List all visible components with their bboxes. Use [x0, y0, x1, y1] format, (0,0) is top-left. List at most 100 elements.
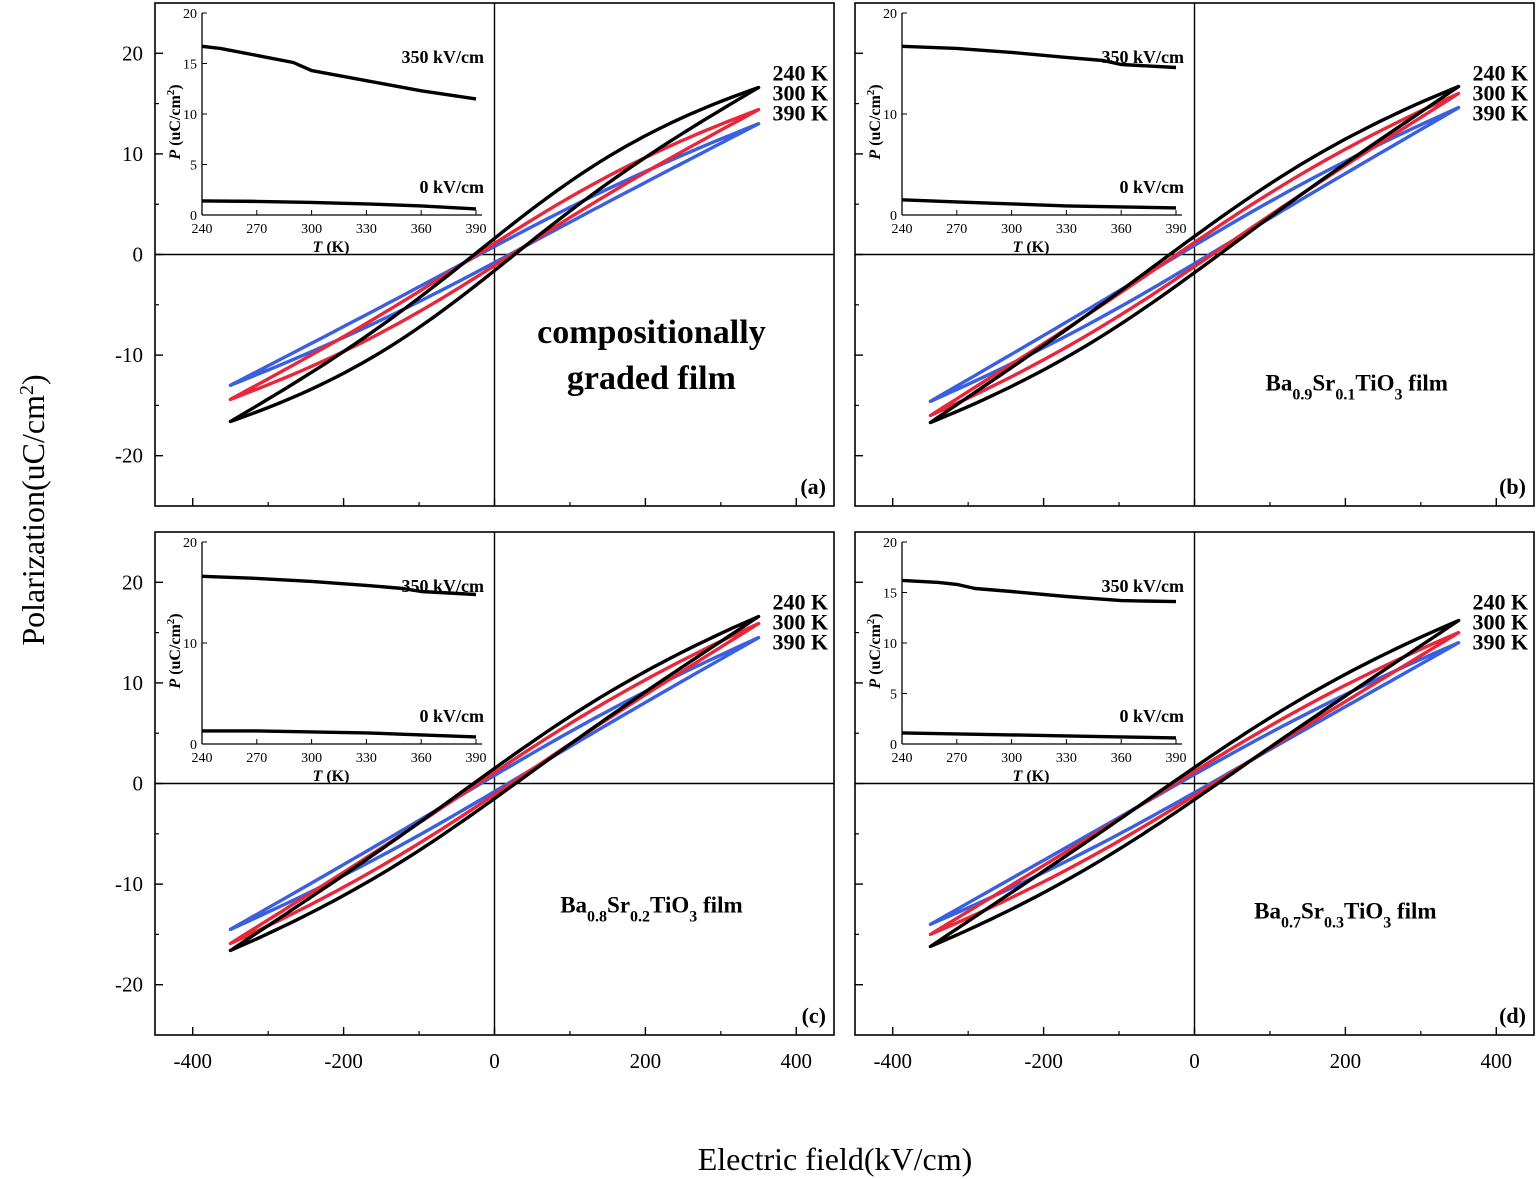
inset-x-tick-label: 240 — [192, 222, 213, 237]
inset-annotation-0kv: 0 kV/cm — [1120, 706, 1185, 726]
loop-240k — [228, 614, 761, 953]
inset-y-tick-label: 5 — [890, 688, 897, 703]
series-label-300k: 300 K — [773, 81, 829, 106]
loop-390k — [928, 105, 1461, 404]
series-label-240k: 240 K — [1473, 590, 1529, 615]
inset-x-tick-label: 330 — [356, 222, 377, 237]
inset-x-tick-label: 390 — [1166, 222, 1187, 237]
panel-label: (b) — [1499, 474, 1526, 499]
inset-plot: 240 270 300 330 360 390 0 5 10 15 20 T (K) P (uC/cm2… — [865, 536, 1187, 785]
inset-x-tick-label: 390 — [466, 751, 487, 766]
inset-x-tick-label: 390 — [466, 222, 487, 237]
x-tick-label: -400 — [873, 1049, 912, 1073]
panel-title-line: graded film — [567, 360, 736, 397]
x-tick-label: 200 — [630, 1049, 662, 1073]
inset-x-tick-label: 240 — [192, 751, 213, 766]
inset-x-label: T (K) — [313, 768, 350, 785]
inset-line-350kv — [201, 44, 477, 101]
inset-annotation-350kv: 350 kV/cm — [402, 576, 485, 596]
inset-annotation-350kv: 350 kV/cm — [1102, 576, 1185, 596]
series-label-390k: 390 K — [773, 101, 829, 126]
inset-y-tick-label: 10 — [883, 108, 897, 123]
inset-x-tick-label: 270 — [946, 222, 967, 237]
series-label-300k: 300 K — [773, 610, 829, 635]
loop-240k — [928, 84, 1461, 425]
inset-x-tick-label: 330 — [1056, 751, 1077, 766]
inset-line-0kv — [901, 198, 1177, 210]
x-tick-label: -200 — [324, 1049, 363, 1073]
inset-plot: 240 270 300 330 360 390 0 10 20 T (K) P (uC/cm2) 35… — [865, 7, 1187, 256]
x-tick-label: -400 — [173, 1049, 212, 1073]
inset-x-label: T (K) — [1013, 239, 1050, 256]
inset-annotation-0kv: 0 kV/cm — [1120, 177, 1185, 197]
inset-y-tick-label: 20 — [883, 7, 897, 22]
y-tick-label: -10 — [115, 343, 143, 367]
inset-line-350kv — [901, 578, 1177, 604]
inset-y-label: P (uC/cm2) — [165, 613, 184, 689]
film-label: Ba0.8Sr0.2TiO3 film — [560, 892, 742, 925]
x-tick-label: 0 — [1189, 1049, 1200, 1073]
series-label-240k: 240 K — [773, 590, 829, 615]
series-label-240k: 240 K — [773, 61, 829, 86]
inset-line-0kv — [201, 199, 477, 211]
inset-y-tick-label: 0 — [190, 209, 197, 224]
inset-x-tick-label: 360 — [1111, 222, 1132, 237]
film-label: Ba0.7Sr0.3TiO3 film — [1254, 898, 1436, 931]
inset-annotation-0kv: 0 kV/cm — [420, 177, 485, 197]
x-tick-label: 200 — [1330, 1049, 1362, 1073]
series-label-300k: 300 K — [1473, 610, 1529, 635]
y-tick-label: 10 — [122, 142, 143, 166]
x-tick-label: 400 — [1481, 1049, 1513, 1073]
inset-line-0kv — [202, 729, 477, 739]
series-label-300k: 300 K — [1473, 81, 1529, 106]
inset-x-label: T (K) — [1013, 768, 1050, 785]
inset-x-label: T (K) — [313, 239, 350, 256]
series-label-240k: 240 K — [1473, 61, 1529, 86]
inset-plot: 240 270 300 330 360 390 0 5 10 15 20 T (K) P (uC/cm2… — [165, 7, 487, 256]
x-tick-label: 400 — [781, 1049, 813, 1073]
inset-x-tick-label: 300 — [301, 751, 322, 766]
loop-240k — [228, 85, 761, 424]
inset-y-tick-label: 0 — [190, 738, 197, 753]
inset-y-tick-label: 10 — [183, 108, 197, 123]
inset-y-tick-label: 20 — [883, 536, 897, 551]
y-tick-label: -20 — [115, 444, 143, 468]
y-tick-label: 20 — [122, 41, 143, 65]
loop-390k — [228, 635, 761, 932]
inset-y-tick-label: 10 — [883, 637, 897, 652]
panel-title-line: compositionally — [537, 314, 766, 351]
panel-label: (c) — [802, 1003, 826, 1028]
y-tick-label: 0 — [133, 772, 144, 796]
inset-x-tick-label: 360 — [411, 751, 432, 766]
inset-annotation-350kv: 350 kV/cm — [402, 47, 485, 67]
inset-x-tick-label: 300 — [1001, 222, 1022, 237]
panel-label: (d) — [1499, 1003, 1526, 1028]
inset-line-350kv — [901, 44, 1177, 70]
inset-y-tick-label: 20 — [183, 7, 197, 22]
loop-300k — [228, 107, 761, 402]
y-tick-label: 20 — [122, 570, 143, 594]
series-label-390k: 390 K — [1473, 630, 1529, 655]
inset-x-tick-label: 330 — [356, 751, 377, 766]
inset-x-tick-label: 360 — [1111, 751, 1132, 766]
inset-y-tick-label: 15 — [883, 587, 897, 602]
inset-y-tick-label: 20 — [183, 536, 197, 551]
inset-annotation-0kv: 0 kV/cm — [420, 706, 485, 726]
global-y-label: Polarization(uC/cm2) — [15, 374, 51, 645]
inset-y-label: P (uC/cm2) — [865, 84, 884, 160]
series-label-390k: 390 K — [1473, 101, 1529, 126]
inset-y-tick-label: 0 — [890, 209, 897, 224]
inset-y-tick-label: 0 — [890, 738, 897, 753]
series-label-390k: 390 K — [773, 630, 829, 655]
inset-y-tick-label: 10 — [183, 637, 197, 652]
inset-x-tick-label: 300 — [301, 222, 322, 237]
film-label: Ba0.9Sr0.1TiO3 film — [1265, 370, 1447, 403]
inset-x-tick-label: 240 — [892, 751, 913, 766]
inset-x-tick-label: 390 — [1166, 751, 1187, 766]
inset-y-label: P (uC/cm2) — [165, 84, 184, 160]
inset-line-0kv — [901, 731, 1177, 740]
loop-240k — [928, 618, 1461, 949]
inset-annotation-350kv: 350 kV/cm — [1102, 47, 1185, 67]
x-tick-label: -200 — [1024, 1049, 1063, 1073]
